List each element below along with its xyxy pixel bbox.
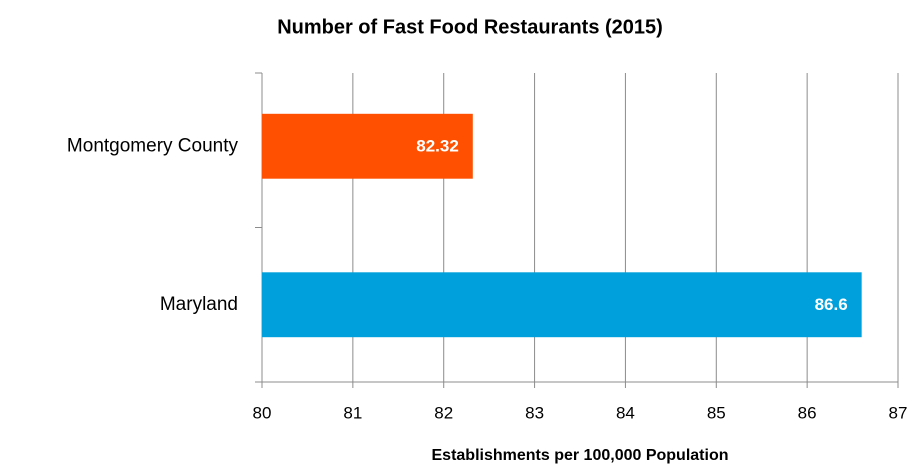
y-tick-label: Maryland — [160, 294, 238, 315]
x-tick-label: 84 — [616, 403, 635, 422]
bar — [262, 113, 473, 179]
chart-title: Number of Fast Food Restaurants (2015) — [277, 16, 663, 38]
x-tick-label: 82 — [434, 403, 453, 422]
x-tick-label: 80 — [253, 403, 272, 422]
x-axis-title: Establishments per 100,000 Population — [432, 447, 729, 464]
x-tick-label: 81 — [343, 403, 362, 422]
data-label: 86.6 — [815, 295, 848, 314]
x-tick-label: 85 — [707, 403, 726, 422]
x-tick-label: 87 — [889, 403, 908, 422]
x-tick-label: 86 — [798, 403, 817, 422]
y-tick-label: Montgomery County — [67, 135, 239, 156]
data-label: 82.32 — [416, 137, 459, 156]
bar — [262, 272, 862, 338]
x-tick-label: 83 — [525, 403, 544, 422]
